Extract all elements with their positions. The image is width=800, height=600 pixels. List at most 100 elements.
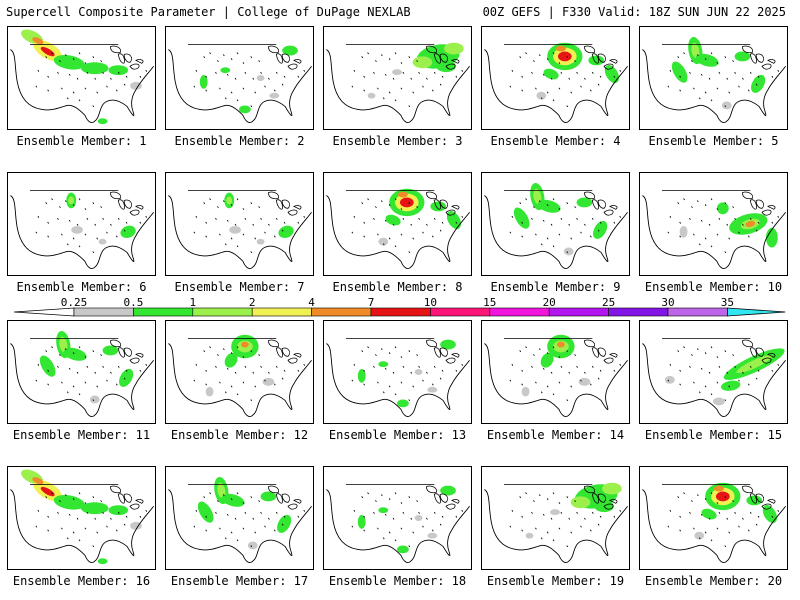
state-boundary-mark [193,525,196,528]
state-boundary-mark [747,383,750,386]
scp-contour [746,495,763,506]
state-boundary-mark [353,215,356,218]
state-boundary-mark [683,492,685,495]
state-boundary-mark [679,235,682,238]
state-boundary-mark [558,502,561,505]
state-boundary-mark [511,509,514,512]
state-boundary-mark [367,492,369,495]
state-boundary-mark [700,367,703,370]
state-boundary-mark [236,346,239,349]
state-boundary-mark [96,91,99,94]
state-boundary-mark [747,89,750,92]
state-boundary-mark [392,223,395,226]
state-boundary-mark [363,383,366,386]
scp-contours [205,334,275,397]
state-boundary-mark [117,511,120,514]
state-boundary-mark [193,85,196,88]
panel-label: Ensemble Member: 1 [16,134,147,148]
state-boundary-mark [576,71,578,74]
state-boundary-mark [59,60,61,63]
great-lake [584,485,596,494]
scp-contour [440,339,456,350]
great-lake [439,347,449,357]
state-boundary-mark [353,363,356,366]
state-boundary-mark [416,354,418,357]
state-boundary-mark [426,77,428,80]
state-boundary-mark [742,77,744,80]
state-boundary-mark [619,69,622,72]
state-boundary-mark [106,85,108,88]
state-boundary-mark [418,217,420,220]
scp-contour [68,196,75,205]
state-boundary-mark [540,391,543,394]
state-boundary-mark [394,346,397,349]
state-boundary-mark [78,346,81,349]
state-boundary-mark [599,75,602,78]
great-lake [268,485,280,494]
great-lake [749,199,757,210]
state-boundary-mark [384,367,387,370]
state-boundary-mark [619,363,622,366]
coastline [326,49,470,124]
state-boundary-mark [724,251,727,254]
state-boundary-mark [558,87,561,90]
great-lake [755,53,765,63]
panel-label: Ensemble Member: 12 [170,428,309,442]
state-boundary-mark [431,235,434,238]
scp-contours [536,42,619,100]
state-boundary-mark [281,83,284,86]
coastline [484,49,628,124]
state-boundary-mark [439,229,442,232]
state-boundary-mark [217,60,219,63]
scp-map [639,466,788,570]
state-boundary-mark [380,200,383,203]
scp-contour [576,197,593,208]
state-boundary-mark [550,223,553,226]
state-boundary-mark [566,105,569,108]
scp-contour [269,92,280,99]
state-boundary-mark [422,379,424,382]
state-boundary-mark [273,89,276,92]
state-boundary-mark [35,231,38,234]
legend-threshold-label: 4 [308,296,315,309]
scp-contour [427,532,438,539]
state-boundary-mark [771,221,774,224]
state-boundary-mark [380,494,383,497]
state-boundary-mark [400,208,403,211]
panel-label: Ensemble Member: 16 [12,574,151,588]
state-boundary-mark [679,89,682,92]
basemap [10,484,154,564]
state-boundary-mark [521,515,524,518]
state-boundary-mark [264,379,266,382]
great-lake [268,339,280,348]
state-boundary-mark [363,235,366,238]
state-boundary-mark [777,363,780,366]
state-boundary-mark [558,381,561,384]
state-boundary-mark [439,523,442,526]
state-boundary-mark [613,75,616,78]
state-boundary-mark [234,371,237,374]
great-lake [281,53,291,63]
coastline [168,195,312,270]
great-lake [433,493,441,504]
state-boundary-mark [375,60,377,63]
state-boundary-mark [226,219,229,222]
state-boundary-mark [47,75,50,78]
basemap [642,190,786,270]
scp-contour [536,91,547,100]
state-boundary-mark [125,369,128,372]
state-boundary-mark [115,235,118,238]
coastline [10,343,154,418]
panel-label: Ensemble Member: 15 [644,428,783,442]
basemap [10,44,154,124]
state-boundary-mark [283,369,286,372]
state-boundary-mark [377,87,379,90]
state-boundary-mark [72,204,75,207]
great-lake [433,347,441,358]
state-boundary-mark [47,89,50,92]
state-boundary-mark [613,221,616,224]
state-boundary-mark [110,517,112,520]
great-lake [117,347,125,358]
scp-contour [108,65,129,76]
state-boundary-mark [441,75,444,78]
